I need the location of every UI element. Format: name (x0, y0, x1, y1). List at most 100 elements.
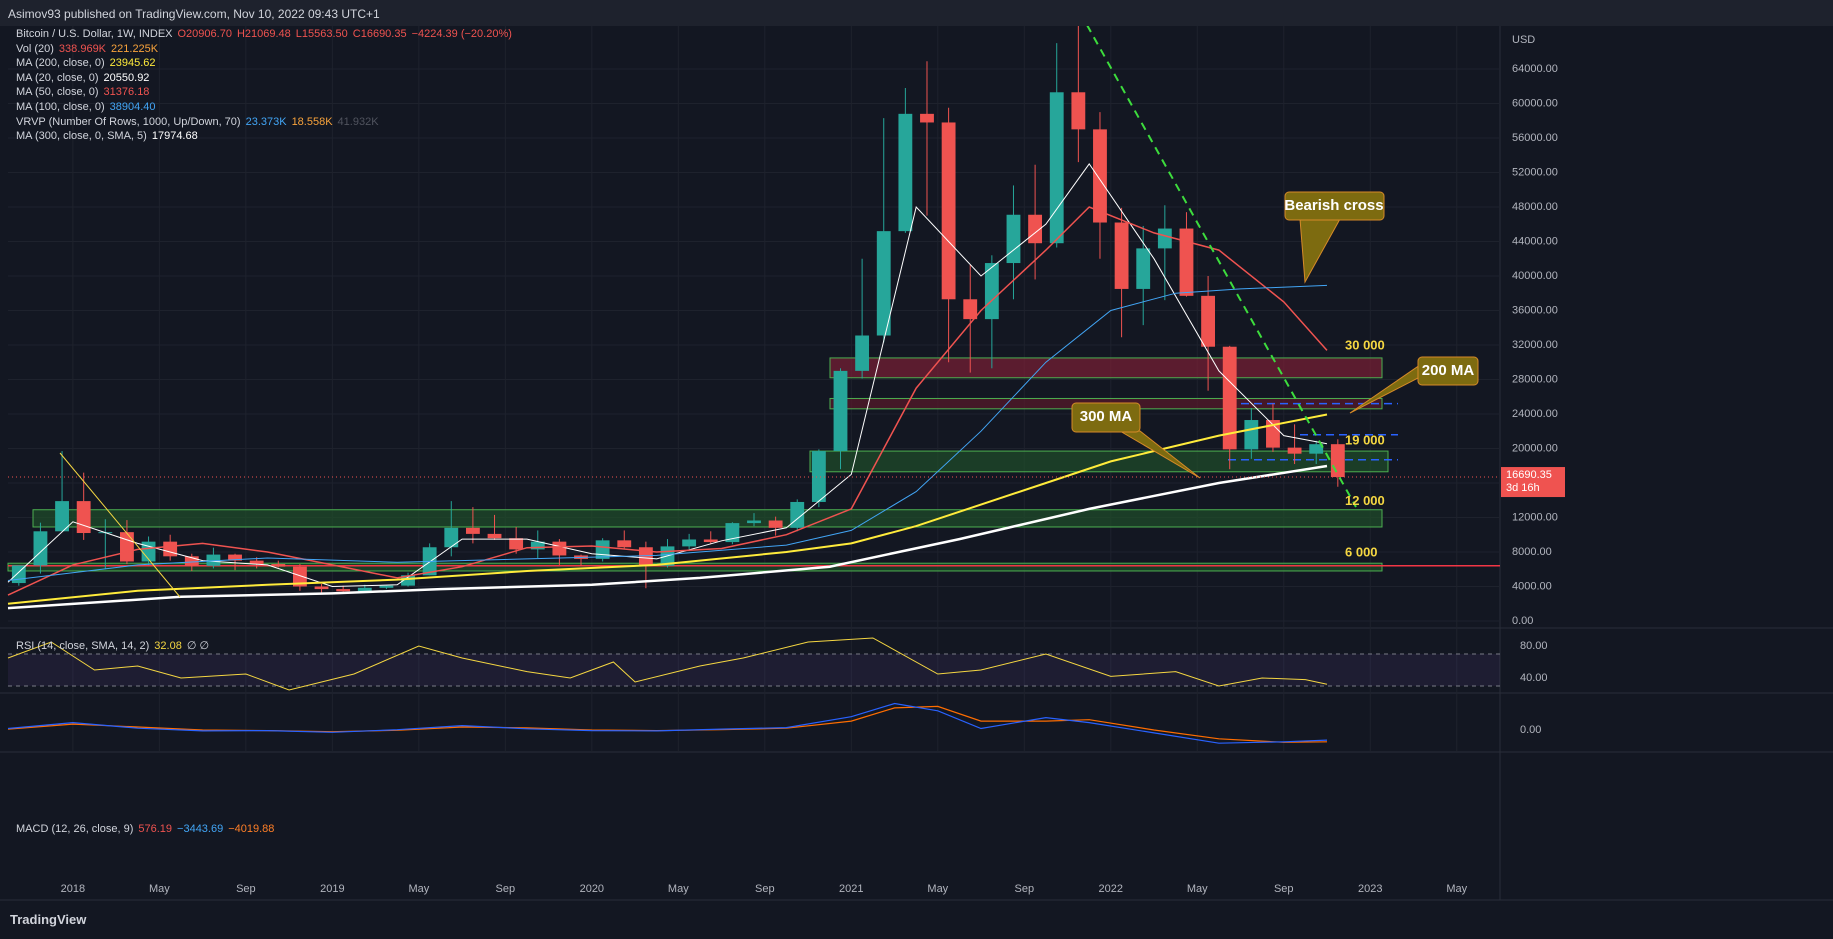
moving-average (7, 284, 1328, 581)
candle-body (617, 540, 632, 548)
candle-body (163, 541, 178, 557)
x-tick-label: 2021 (839, 883, 863, 895)
candle-body (530, 541, 545, 550)
drawings: Bearish cross 200 MA 300 MA 30 000 19 000… (59, 24, 1479, 598)
legend-value: O20906.70 (177, 28, 232, 40)
rsi-line (7, 637, 1328, 691)
publish-info: Asimov93 published on TradingView.com, N… (8, 7, 380, 21)
legend-value: 338.969K (58, 42, 107, 55)
candle-body (1114, 222, 1129, 289)
candle-body (206, 554, 221, 566)
level-label: 6 000 (1345, 545, 1378, 560)
price-tag-label: 16690.35 (1506, 469, 1552, 481)
candle-body (76, 501, 91, 534)
candle-body (1071, 92, 1086, 130)
legend-value: 23.373K (245, 115, 287, 128)
level-label: 30 000 (1345, 338, 1385, 353)
callout-text: Bearish cross (1284, 197, 1383, 214)
legend-row: VRVP (Number Of Rows, 1000, Up/Down, 70)… (16, 116, 384, 128)
candle-body (920, 113, 934, 123)
candle-body (855, 335, 870, 371)
legend-name: MA (200, close, 0) (16, 57, 105, 70)
moving-average (7, 206, 1328, 596)
candle-body (33, 531, 48, 566)
legend-value: 20550.92 (103, 71, 150, 84)
candle-body (1287, 447, 1302, 454)
callout-text: 200 MA (1422, 362, 1475, 379)
y-tick-label: 0.00 (1512, 615, 1533, 627)
rsi-value: 32.08 (154, 640, 182, 652)
x-tick-label: May (1446, 883, 1467, 895)
x-tick-label: 2018 (61, 883, 85, 895)
x-tick-label: 2019 (320, 883, 344, 895)
legend-value: 18.558K (291, 115, 333, 128)
x-tick-label: 2020 (580, 883, 604, 895)
callout-box (1417, 356, 1479, 386)
x-tick-label: May (1187, 883, 1208, 895)
legend-name: Bitcoin / U.S. Dollar, 1W, INDEX (16, 28, 173, 40)
callout-pointer (1299, 218, 1341, 284)
candle-body (1266, 420, 1280, 448)
legend-value: 17974.68 (151, 130, 198, 143)
candle-body (465, 527, 480, 534)
candle-body (682, 539, 697, 547)
x-tick-label: 2023 (1358, 883, 1382, 895)
candle-body (747, 520, 761, 524)
rsi-legend: RSI (14, close, SMA, 14, 2) 32.08 ∅ ∅ (16, 639, 214, 652)
y-tick-label: 12000.00 (1512, 511, 1558, 523)
y-tick-label: 56000.00 (1512, 132, 1558, 144)
y-tick-label: 48000.00 (1512, 201, 1558, 213)
candle-body (1222, 346, 1237, 450)
candle-body (984, 263, 999, 320)
rsi-extra: ∅ ∅ (186, 640, 210, 652)
legend-row: Bitcoin / U.S. Dollar, 1W, INDEX O20906.7… (16, 28, 517, 40)
level-label: 12 000 (1345, 493, 1385, 508)
legend-value: 23945.62 (109, 57, 156, 70)
candle-body (1330, 444, 1345, 478)
candle-body (487, 533, 502, 539)
zone (809, 450, 1389, 473)
candle-body (1201, 295, 1216, 347)
macd-name: MACD (12, 26, close, 9) (16, 823, 134, 835)
x-tick-label: Sep (496, 883, 516, 895)
legend-value: H21069.48 (236, 28, 291, 40)
x-tick-label: May (927, 883, 948, 895)
x-tick-label: Sep (236, 883, 256, 895)
legend-row: MA (200, close, 0) 23945.62 (16, 57, 161, 69)
candle-body (249, 560, 264, 565)
top-bar: Asimov93 published on TradingView.com, N… (0, 0, 1833, 26)
legend-row: Vol (20) 338.969K 221.225K (16, 43, 163, 55)
zone (7, 562, 1383, 572)
y-tick-label: 60000.00 (1512, 97, 1558, 109)
candle-body (120, 532, 134, 562)
candle-body (357, 587, 372, 592)
y-tick-label: 0.00 (1520, 724, 1541, 736)
legend-value: 41.932K (337, 115, 379, 128)
legend-name: MA (300, close, 0, SMA, 5) (16, 130, 147, 143)
candle-body (876, 231, 891, 336)
macd-value: 576.19 (138, 823, 173, 835)
candle-body (703, 539, 718, 543)
legend-value: C16690.35 (352, 28, 407, 40)
y-tick-label: 80.00 (1520, 640, 1548, 652)
candle-body (1136, 248, 1151, 289)
y-tick-label: 28000.00 (1512, 373, 1558, 385)
candle-body (552, 541, 567, 556)
background-layer: 0.004000.008000.0012000.0016000.0020000.… (7, 25, 1558, 895)
moving-average (7, 413, 1328, 605)
candle-body (1157, 228, 1172, 249)
callout-box (1071, 402, 1141, 433)
trend-line (1086, 24, 1357, 508)
moving-average (7, 464, 1328, 610)
x-tick-label: May (149, 883, 170, 895)
zone (829, 357, 1383, 379)
candle-body (768, 520, 783, 528)
legend-name: MA (50, close, 0) (16, 86, 99, 99)
countdown-label: 3d 16h (1506, 482, 1540, 494)
y-tick-label: 44000.00 (1512, 235, 1558, 247)
y-tick-label: 8000.00 (1512, 546, 1552, 558)
legend-name: MA (20, close, 0) (16, 71, 99, 84)
